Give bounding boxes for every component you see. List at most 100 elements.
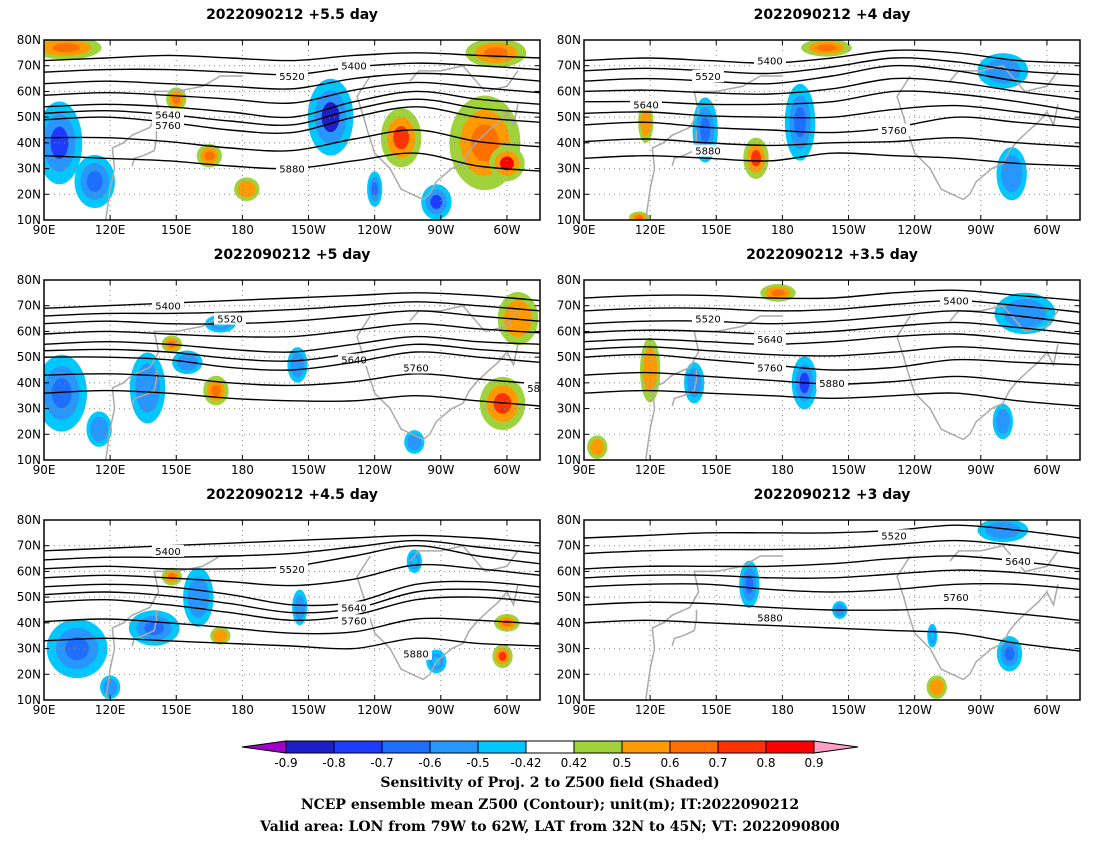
sensitivity-blob-core [1005, 163, 1018, 185]
x-tick-label-150W: 150W [291, 223, 326, 237]
sensitivity-blob-core [593, 442, 602, 452]
y-tick-label-70N: 70N [17, 299, 41, 313]
contour-label-bg [816, 376, 848, 389]
x-tick-label-120E: 120E [95, 463, 126, 477]
y-tick-label-60N: 60N [557, 84, 581, 98]
coastline [131, 370, 158, 407]
sensitivity-blob-core [140, 374, 155, 402]
coastline [671, 610, 698, 647]
contour-label-5520: 5520 [695, 72, 720, 83]
sensitivity-blob-core [192, 585, 205, 609]
contour-label-bg [940, 294, 972, 307]
z500-contour-intermediate [44, 129, 540, 152]
coastline [644, 75, 783, 220]
x-tick-label-90W: 90W [427, 223, 454, 237]
sensitivity-blob-core [296, 600, 303, 615]
colorbar-segment [621, 740, 671, 754]
x-tick-label-120W: 120W [897, 703, 932, 717]
z500-contour-5400 [584, 49, 1080, 64]
z500-contour-intermediate [584, 104, 1080, 121]
sensitivity-blob-core [771, 289, 785, 297]
x-tick-label-150W: 150W [831, 463, 866, 477]
x-tick-label-150E: 150E [701, 463, 732, 477]
x-tick-label-150E: 150E [161, 223, 192, 237]
panel-title-2: 2022090212 +4 day [753, 7, 911, 23]
z500-contour-intermediate [44, 81, 540, 105]
y-tick-label-20N: 20N [557, 187, 581, 201]
panel-frame-4 [583, 279, 1081, 461]
z500-contour-5520 [44, 72, 540, 90]
contour-label-bg [754, 611, 786, 624]
contour-label-5760: 5760 [943, 593, 968, 604]
y-tick-label-60N: 60N [17, 564, 41, 578]
sensitivity-blob-core [499, 156, 514, 171]
panel-title-6: 2022090212 +3 day [753, 487, 911, 503]
colorbar-label--0.6: -0.6 [418, 756, 441, 770]
z500-contour-intermediate [584, 346, 1080, 357]
z500-contour-intermediate [44, 539, 540, 561]
x-tick-label-90W: 90W [967, 703, 994, 717]
z500-contour-5760 [584, 116, 1080, 134]
y-tick-label-80N: 80N [557, 33, 581, 47]
sensitivity-blob-core [816, 44, 837, 52]
map-panel-6: 5520 5640 5760 5880 [584, 520, 1080, 700]
x-tick-label-60W: 60W [1033, 463, 1060, 477]
y-tick-label-80N: 80N [557, 513, 581, 527]
coastline [671, 370, 698, 407]
y-tick-label-10N: 10N [17, 213, 41, 227]
contour-label-bg [754, 333, 786, 346]
contour-label-5400: 5400 [341, 62, 366, 73]
z500-contour-5640 [584, 333, 1080, 345]
colorbar-label--0.9: -0.9 [274, 756, 297, 770]
sensitivity-blob-core [930, 631, 935, 641]
sensitivity-blob-core [86, 171, 103, 192]
colorbar-segment [717, 740, 767, 754]
colorbar-label--0.42: -0.42 [510, 756, 541, 770]
y-tick-label-30N: 30N [557, 162, 581, 176]
x-tick-label-60W: 60W [493, 703, 520, 717]
contour-label-bg [754, 54, 786, 67]
y-tick-label-50N: 50N [557, 350, 581, 364]
y-tick-label-10N: 10N [557, 453, 581, 467]
sensitivity-blob-core [510, 308, 526, 329]
contour-label-bg [692, 70, 724, 82]
colorbar-label-0.42: 0.42 [561, 756, 588, 770]
sensitivity-blob-core [241, 184, 252, 194]
y-tick-label-30N: 30N [17, 642, 41, 656]
x-tick-label-150W: 150W [291, 703, 326, 717]
contour-label-5520: 5520 [279, 565, 304, 576]
x-tick-label-150W: 150W [831, 703, 866, 717]
contour-label-bg [276, 162, 308, 175]
contour-label-bg [152, 108, 184, 121]
contour-label-5640: 5640 [155, 111, 180, 122]
colorbar-segment [429, 740, 479, 754]
z500-contour-intermediate [584, 321, 1080, 335]
sensitivity-blob-core [410, 437, 419, 447]
z500-contour-intermediate [44, 588, 540, 614]
y-tick-label-50N: 50N [557, 590, 581, 604]
contour-label-5640: 5640 [1005, 557, 1030, 568]
colorbar-label--0.7: -0.7 [370, 756, 393, 770]
y-tick-label-70N: 70N [557, 299, 581, 313]
z500-contour-5640 [584, 555, 1080, 570]
x-tick-label-120E: 120E [635, 223, 666, 237]
x-tick-label-120W: 120W [897, 223, 932, 237]
colorbar-label--0.5: -0.5 [466, 756, 489, 770]
caption-line-1: Sensitivity of Proj. 2 to Z500 field (Sh… [380, 775, 720, 791]
y-tick-label-70N: 70N [17, 59, 41, 73]
sensitivity-blob-core [216, 632, 225, 640]
contour-label-bg [276, 562, 308, 575]
sensitivity-blob-core [635, 215, 644, 220]
x-tick-label-120W: 120W [357, 703, 392, 717]
contour-label-bg [152, 118, 184, 131]
panel-title-3: 2022090212 +5 day [213, 247, 371, 263]
contour-label-5640: 5640 [757, 335, 782, 346]
y-tick-label-40N: 40N [557, 136, 581, 150]
y-tick-label-70N: 70N [17, 539, 41, 553]
y-tick-label-30N: 30N [557, 402, 581, 416]
coastline [896, 75, 1059, 201]
z500-contour-intermediate [584, 601, 1080, 621]
panel-title-4: 2022090212 +3.5 day [746, 247, 918, 263]
colorbar-segment [525, 740, 575, 754]
